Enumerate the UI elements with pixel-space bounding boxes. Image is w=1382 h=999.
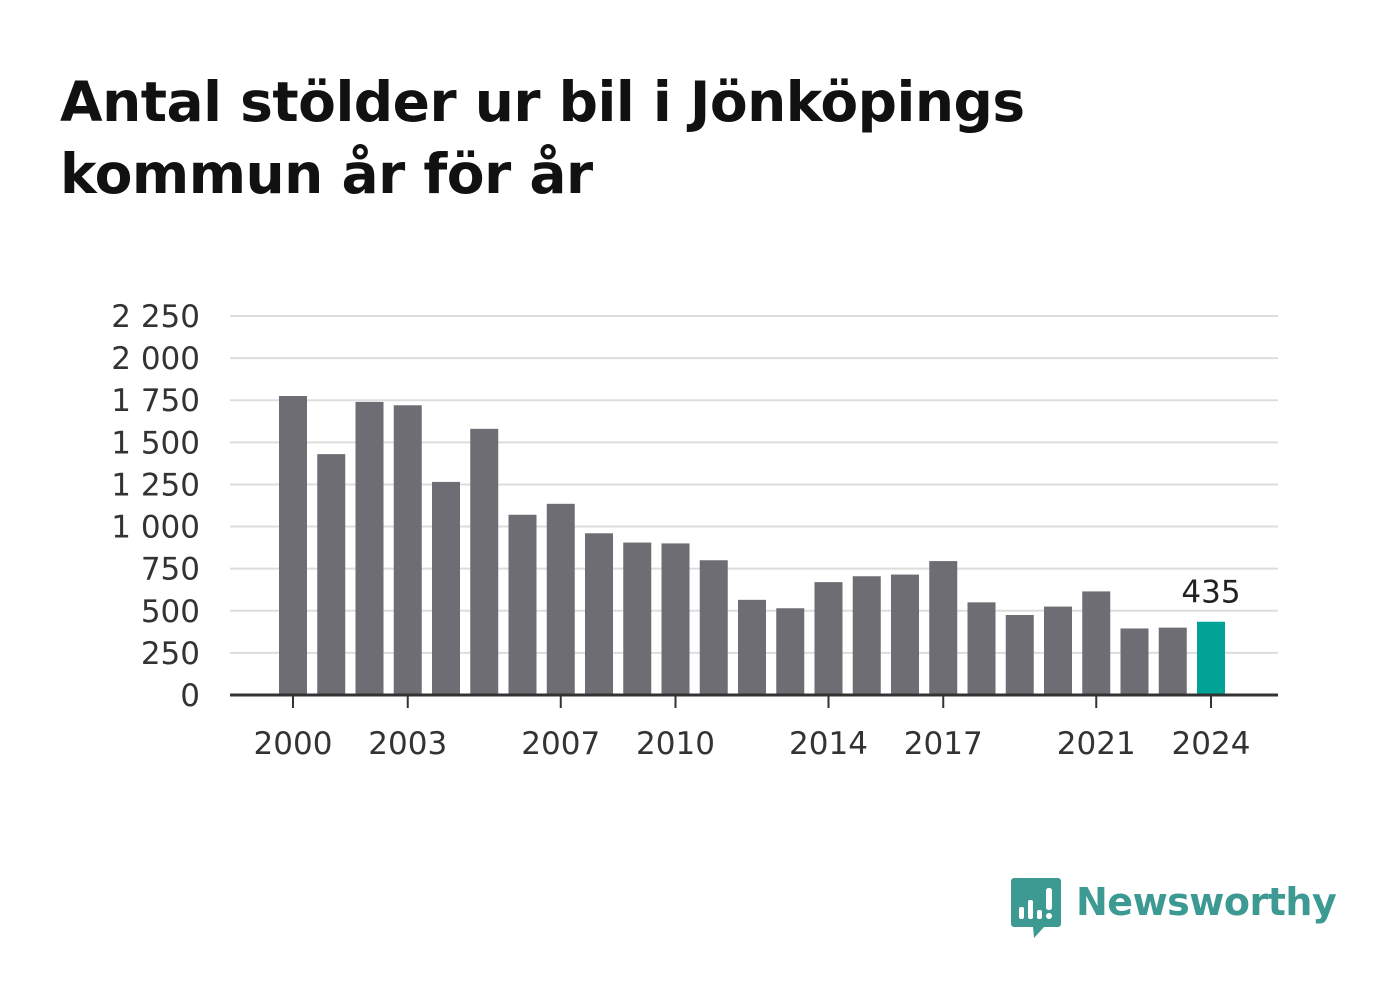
brand-logo: Newsworthy [1010, 876, 1337, 946]
x-tick-label: 2000 [254, 726, 333, 762]
bar-2002 [355, 401, 384, 695]
data-label-2024: 435 [1181, 575, 1240, 611]
bar-2000 [279, 396, 307, 695]
bar-2023 [1158, 627, 1187, 695]
x-tick-label: 2021 [1057, 726, 1136, 762]
x-axis-labels: 2000 2003 2007 2010 2014 2017 2021 2024 [254, 726, 1251, 762]
bar-2001 [317, 454, 346, 695]
x-axis [230, 693, 1278, 708]
bar-2018 [967, 602, 996, 695]
x-tick-label: 2010 [636, 726, 715, 762]
bar-2014 [814, 582, 843, 695]
x-tick-label: 2017 [904, 726, 983, 762]
bar-2007 [546, 503, 575, 695]
bars [279, 396, 1225, 695]
bar-2019 [1005, 614, 1034, 695]
chart-title: Antal stölder ur bil i Jönköpings kommun… [60, 70, 1025, 206]
annotations: 435 [1181, 575, 1240, 611]
y-tick-label: 1 000 [111, 510, 200, 546]
bar-2011 [699, 560, 728, 695]
newsworthy-logo-icon [1011, 878, 1061, 938]
y-tick-label: 250 [141, 636, 200, 672]
brand-name: Newsworthy [1076, 880, 1337, 924]
x-tick-label: 2014 [789, 726, 868, 762]
y-tick-label: 0 [180, 678, 200, 714]
bar-2010 [661, 543, 690, 695]
bar-2003 [393, 405, 422, 695]
bar-2017 [929, 561, 958, 695]
bar-2012 [738, 599, 766, 695]
x-tick-label: 2007 [521, 726, 600, 762]
y-tick-label: 2 000 [111, 341, 200, 377]
y-tick-label: 1 750 [111, 383, 200, 419]
bar-2013 [776, 608, 805, 695]
bar-2024 [1197, 621, 1225, 695]
bar-2005 [470, 428, 499, 695]
bar-2021 [1082, 591, 1111, 695]
x-tick-label: 2024 [1172, 726, 1251, 762]
y-tick-label: 500 [141, 594, 200, 630]
bar-2022 [1120, 628, 1149, 695]
bar-2016 [891, 574, 919, 695]
bar-2015 [852, 576, 881, 695]
bar-2008 [585, 533, 613, 695]
bar-2020 [1044, 606, 1072, 695]
y-tick-label: 750 [141, 552, 200, 588]
y-axis-labels: 0 250 500 750 1 000 1 250 1 500 1 750 2 000 2 250 [111, 299, 200, 714]
bar-2004 [432, 481, 460, 695]
bar-2006 [508, 514, 537, 695]
bar-2009 [623, 542, 652, 695]
y-tick-label: 1 250 [111, 467, 200, 503]
y-tick-label: 1 500 [111, 425, 200, 461]
y-tick-label: 2 250 [111, 299, 200, 335]
x-tick-label: 2003 [368, 726, 447, 762]
